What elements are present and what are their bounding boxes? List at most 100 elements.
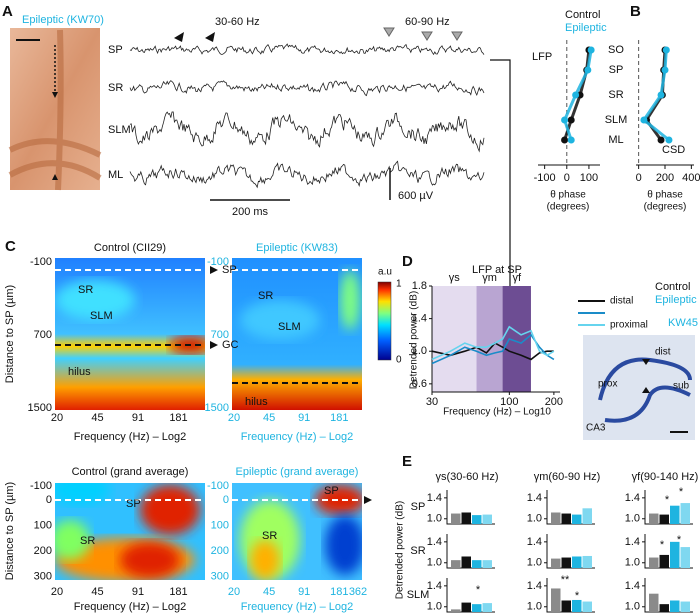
band-label: γs	[449, 272, 461, 284]
bar	[551, 558, 561, 568]
y-tick-label: 1.0	[412, 345, 427, 357]
x-tick-label: 200	[656, 172, 674, 184]
y-tick-label: 1.4	[625, 492, 640, 504]
bar	[659, 554, 669, 568]
bar	[670, 505, 680, 524]
legend-entry: Epileptic	[565, 22, 607, 34]
legend-entry: Control	[655, 281, 690, 293]
x-axis-label: Frequency (Hz) – Log2	[74, 601, 187, 613]
phase-point	[572, 91, 580, 99]
x-tick-label: 91	[132, 412, 144, 424]
band	[432, 286, 477, 392]
x-axis-label: Frequency (Hz) – Log2	[241, 601, 354, 613]
layer-label: SP	[108, 44, 123, 56]
panel-label: A	[2, 3, 13, 20]
y-tick-label: 1.4	[527, 580, 542, 592]
phase-point	[584, 66, 592, 74]
region-label: SR	[262, 530, 277, 542]
y-tick-label: -100	[207, 480, 229, 492]
phase-point	[567, 116, 575, 124]
bar	[680, 547, 690, 568]
y-tick-label: 1.0	[625, 513, 640, 525]
y-tick-label: 100	[211, 519, 229, 531]
time-scale-label: 200 ms	[232, 206, 269, 218]
x-axis-label: (degrees)	[644, 202, 687, 213]
bar	[670, 600, 680, 612]
y-axis-label: Distance to SP (µm)	[4, 285, 16, 383]
bar	[451, 513, 461, 524]
traces: SP SR SLM ML	[108, 43, 485, 189]
column-title: γf(90-140 Hz)	[632, 471, 699, 483]
significance: **	[561, 574, 570, 586]
bar	[461, 602, 471, 612]
bar	[670, 541, 680, 568]
phase-point	[587, 46, 595, 54]
bar	[551, 512, 561, 524]
band-label: γm	[482, 272, 497, 284]
x-axis-label: θ phase	[550, 190, 586, 201]
region-label: SP	[126, 498, 141, 510]
column-title: γm(60-90 Hz)	[534, 471, 601, 483]
y-tick-label: 100	[34, 519, 52, 531]
x-tick-label: 362	[349, 586, 367, 598]
histology-layers	[598, 357, 692, 423]
y-tick-label: -100	[30, 256, 52, 268]
x-tick-label: 100	[580, 172, 598, 184]
y-tick-label: 1.0	[427, 601, 442, 613]
bar	[472, 560, 482, 568]
layer-label: SO	[608, 44, 624, 56]
y-tick-label: 1500	[28, 402, 52, 414]
region-label: SP	[222, 264, 237, 276]
y-tick-label: 1.4	[427, 580, 442, 592]
x-axis-label: Frequency (Hz) – Log2	[74, 431, 187, 443]
y-tick-label: 200	[34, 545, 52, 557]
bar	[680, 601, 690, 612]
y-tick-label: 0	[223, 494, 229, 506]
x-axis-label: Frequency (Hz) – Log2	[241, 431, 354, 443]
x-tick-label: 0	[636, 172, 642, 184]
y-tick-label: 1500	[205, 402, 229, 414]
bar	[649, 557, 659, 568]
y-tick-label: 300	[34, 570, 52, 582]
layer-label: SR	[108, 82, 123, 94]
bar	[582, 555, 592, 568]
band-label: 60-90 Hz	[405, 16, 450, 28]
x-tick-label: -100	[534, 172, 556, 184]
panel-label: B	[630, 3, 641, 20]
panel-label: C	[5, 238, 16, 255]
spectrum-line	[431, 325, 555, 361]
bar	[659, 514, 669, 524]
y-tick-label: 1.8	[412, 280, 427, 292]
y-tick-label: 1.0	[527, 557, 542, 569]
phase-point	[561, 116, 569, 124]
region-label: SLM	[90, 310, 113, 322]
phase-point	[657, 136, 665, 144]
colorbar	[377, 281, 392, 361]
y-tick-label: 700	[34, 329, 52, 341]
y-tick-label: 1.4	[412, 313, 427, 325]
colorbar-label: 1	[396, 279, 402, 290]
layer-label: SLM	[108, 124, 131, 136]
spectrum-line	[431, 333, 555, 365]
bar	[561, 513, 571, 524]
layer-label: SLM	[605, 114, 628, 126]
region-label: hilus	[68, 366, 91, 378]
region-label: hilus	[245, 396, 268, 408]
y-tick-label: 1.0	[527, 601, 542, 613]
heatmap	[55, 258, 205, 410]
bar	[649, 513, 659, 524]
y-tick-label: 700	[211, 329, 229, 341]
trace	[129, 80, 485, 97]
heatmap	[232, 258, 362, 410]
y-axis-label: Detrended power (dB)	[409, 291, 420, 389]
panel-label: E	[402, 453, 412, 470]
colorbar-label: 0	[396, 355, 402, 366]
bar	[572, 514, 582, 524]
x-tick-label: 0	[564, 172, 570, 184]
y-tick-label: 1.4	[625, 580, 640, 592]
y-tick-label: 0.6	[412, 378, 427, 390]
phase-point	[561, 136, 569, 144]
x-axis-label: θ phase	[647, 190, 683, 201]
significance: *	[677, 534, 682, 546]
y-tick-label: 0	[46, 494, 52, 506]
